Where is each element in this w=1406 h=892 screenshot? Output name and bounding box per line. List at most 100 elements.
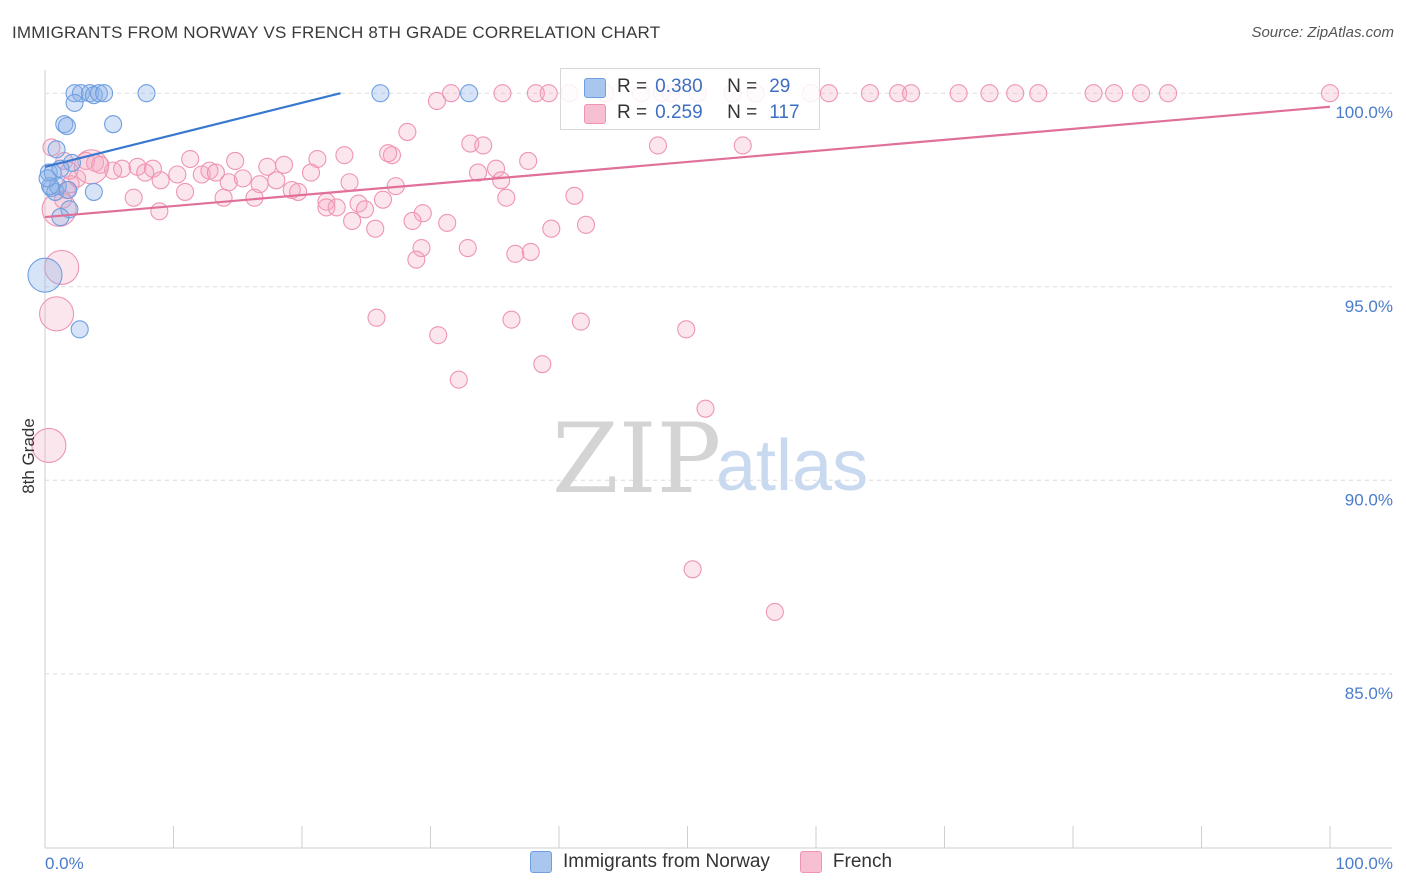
french-point xyxy=(980,84,999,103)
y-tick-label: 95.0% xyxy=(1345,297,1393,316)
norway-n-value: 29 xyxy=(769,76,791,97)
norway-point xyxy=(137,84,156,103)
x-tick-label-max: 100.0% xyxy=(1335,854,1393,873)
norway-point xyxy=(48,177,67,196)
french-point xyxy=(104,161,123,180)
french-point xyxy=(407,250,426,269)
norway-point xyxy=(459,84,479,103)
tick-labels: 100.0% 95.0% 90.0% 85.0% 0.0% 100.0% xyxy=(45,103,1393,873)
french-point xyxy=(576,215,596,234)
french-point xyxy=(526,84,545,103)
french-point xyxy=(486,159,506,178)
french-point xyxy=(366,219,385,238)
french-point xyxy=(398,122,417,141)
french-point xyxy=(355,200,375,219)
french-point xyxy=(539,84,558,103)
french-r-label: R = xyxy=(617,102,648,123)
french-point xyxy=(1006,84,1025,103)
stats-box: R = 0.380 N = 29 R = 0.259 N = 117 xyxy=(560,68,820,130)
french-point xyxy=(168,165,187,184)
french-point xyxy=(403,211,422,231)
french-point xyxy=(53,190,73,209)
french-point xyxy=(113,159,132,178)
french-point xyxy=(902,84,921,103)
norway-point xyxy=(27,257,63,293)
y-tick-label: 90.0% xyxy=(1345,490,1393,509)
watermark-zip: ZIP xyxy=(552,403,721,515)
norway-point xyxy=(371,84,390,103)
french-point xyxy=(1084,84,1103,103)
norway-point xyxy=(95,84,114,103)
french-point xyxy=(267,171,286,190)
norway-point xyxy=(65,93,84,112)
norway-points xyxy=(27,84,479,339)
legend-item-norway[interactable]: Immigrants from Norway xyxy=(530,851,770,873)
x-tick-label-min: 0.0% xyxy=(45,854,84,873)
french-point xyxy=(468,163,488,182)
legend-norway-label: Immigrants from Norway xyxy=(563,851,770,872)
french-point xyxy=(648,136,667,155)
french-point xyxy=(677,320,696,339)
norway-point xyxy=(47,140,66,159)
french-point xyxy=(1159,84,1178,103)
french-point xyxy=(343,211,362,231)
french-trendline xyxy=(44,105,1331,219)
french-point xyxy=(429,326,448,345)
french-point xyxy=(502,310,521,329)
french-point xyxy=(819,84,838,103)
legend-item-french[interactable]: French xyxy=(799,851,892,873)
legend-french-swatch xyxy=(799,851,822,873)
french-point xyxy=(181,149,200,169)
french-point xyxy=(860,84,880,103)
chart-source: Source: ZipAtlas.com xyxy=(1251,24,1394,41)
french-point xyxy=(44,249,80,285)
norway-r-label: R = xyxy=(617,76,648,97)
chart-title: IMMIGRANTS FROM NORWAY VS FRENCH 8TH GRA… xyxy=(12,23,661,42)
french-point xyxy=(31,427,67,464)
french-point xyxy=(301,163,321,182)
french-point xyxy=(696,399,715,418)
french-point xyxy=(176,182,195,201)
norway-point xyxy=(57,117,76,136)
french-point xyxy=(379,144,398,163)
french-point xyxy=(449,370,468,389)
french-point xyxy=(427,91,446,111)
y-tick-label: 100.0% xyxy=(1335,103,1393,122)
french-point xyxy=(542,219,561,238)
french-point xyxy=(733,136,752,155)
french-point xyxy=(492,171,511,190)
french-point xyxy=(493,84,512,103)
trendlines xyxy=(44,92,1331,219)
norway-point xyxy=(55,115,74,134)
french-point xyxy=(497,188,516,207)
french-point xyxy=(438,213,457,232)
norway-n-label: N = xyxy=(727,76,758,97)
y-tick-label: 85.0% xyxy=(1345,684,1393,703)
norway-point xyxy=(65,84,84,103)
french-point xyxy=(412,238,431,258)
norway-swatch xyxy=(584,78,606,98)
french-point xyxy=(327,198,346,217)
french-point xyxy=(373,190,393,209)
french-point xyxy=(214,188,233,207)
french-point xyxy=(250,175,269,194)
french-point xyxy=(571,312,590,331)
french-point xyxy=(521,242,540,261)
french-point xyxy=(124,188,143,207)
french-r-value: 0.259 xyxy=(655,102,703,123)
french-point xyxy=(949,84,968,103)
french-point xyxy=(458,238,477,258)
french-point xyxy=(317,198,336,217)
french-point xyxy=(519,151,538,171)
legend-norway-swatch xyxy=(530,851,552,873)
french-point xyxy=(226,151,245,171)
french-point xyxy=(39,296,75,332)
french-point xyxy=(413,204,432,223)
french-point xyxy=(1132,84,1151,103)
norway-point xyxy=(38,169,57,188)
french-point xyxy=(442,84,461,103)
french-point xyxy=(335,146,354,165)
norway-point xyxy=(70,320,89,339)
french-point xyxy=(765,602,784,621)
